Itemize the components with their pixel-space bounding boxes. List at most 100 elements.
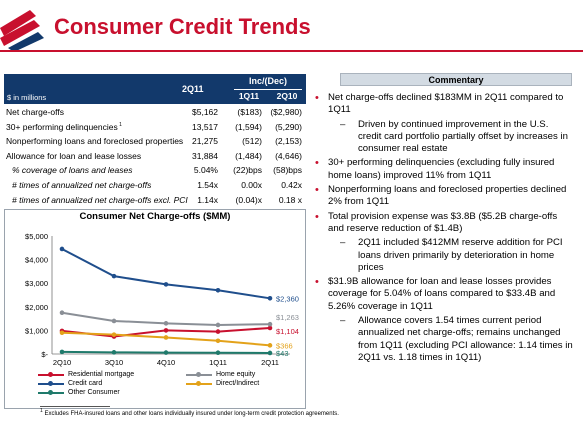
footnote-divider — [40, 406, 110, 407]
data-point — [267, 296, 273, 301]
col-header-2q10: 2Q10 — [276, 91, 298, 101]
data-point — [111, 332, 117, 337]
series-line — [61, 248, 271, 300]
col-header-2q11: 2Q11 — [182, 84, 204, 94]
value-2q11: 1.54x — [197, 180, 218, 190]
table-row: # times of annualized net charge-offs ex… — [4, 195, 306, 207]
data-point — [215, 329, 221, 334]
table-row: # times of annualized net charge-offs 1.5… — [4, 180, 306, 192]
legend-label: Direct/Indirect — [216, 380, 260, 387]
table-row: % coverage of loans and leases 5.04% (22)b… — [4, 165, 306, 177]
change-2q10: (5,290) — [275, 121, 302, 132]
y-tick-label: $1,000 — [25, 326, 48, 335]
data-point — [267, 321, 273, 327]
legend-swatch — [186, 372, 212, 377]
change-1q11: (1,484) — [235, 150, 262, 161]
end-value-label: $366 — [276, 341, 293, 350]
table-row: Nonperforming loans and foreclosed prope… — [4, 136, 306, 148]
x-tick-label: 4Q10 — [157, 358, 175, 367]
row-label: Nonperforming loans and foreclosed prope… — [6, 136, 184, 147]
row-label: % coverage of loans and leases — [12, 165, 133, 176]
data-point — [215, 338, 221, 344]
title-divider — [0, 50, 583, 52]
commentary-list: Net charge-offs declined $183MM in 2Q11 … — [312, 92, 574, 366]
end-value-label: $1,263 — [276, 313, 299, 322]
table-row: 30+ performing delinquencies 1 13,517 (1,5… — [4, 122, 306, 134]
page-title: Consumer Credit Trends — [54, 14, 311, 39]
col-group-incdec: Inc/(Dec) — [248, 76, 287, 86]
change-1q11: (1,594) — [235, 121, 262, 132]
change-2q10: (4,646) — [275, 150, 302, 161]
y-tick-label: $2,000 — [25, 303, 48, 312]
value-2q11: 1.14x — [197, 194, 218, 205]
change-2q10: (2,153) — [275, 136, 302, 147]
change-1q11: (0.04)x — [235, 194, 262, 205]
commentary-bullet: $31.9B allowance for loan and lease loss… — [312, 276, 574, 313]
end-value-label: $1,104 — [276, 327, 299, 336]
value-2q11: 13,517 — [192, 121, 218, 132]
col-header-1q11: 1Q11 — [238, 91, 260, 101]
change-1q11: (512) — [242, 136, 262, 147]
commentary-bullet: 30+ performing delinquencies (excluding … — [312, 157, 574, 182]
y-tick-label: $5,000 — [25, 232, 48, 241]
commentary-sub-bullet: 2Q11 included $412MM reserve addition fo… — [312, 237, 574, 274]
end-value-label: $43 — [276, 349, 289, 358]
legend-swatch — [38, 372, 64, 377]
change-2q10: ($2,980) — [270, 107, 302, 117]
legend-label: Home equity — [216, 371, 256, 378]
x-tick-label: 1Q11 — [209, 358, 227, 367]
footnote-ref: 1 — [117, 121, 122, 128]
footnote-text: Excludes FHA-insured loans and other loa… — [44, 411, 339, 417]
legend-swatch — [186, 381, 212, 386]
commentary-sub-bullet: Allowance covers 1.54 times current peri… — [312, 315, 574, 364]
value-2q11: 21,275 — [192, 136, 218, 147]
data-point — [111, 350, 117, 355]
footnote: 1 Excludes FHA-insured loans and other l… — [40, 408, 339, 417]
chart-title: Consumer Net Charge-offs ($MM) — [79, 211, 231, 222]
data-point — [163, 328, 169, 333]
chart-frame — [4, 209, 306, 409]
footnote-marker: 1 — [40, 408, 43, 414]
data-point — [215, 287, 221, 293]
x-tick-label: 2Q11 — [261, 358, 279, 367]
legend-label: Other Consumer — [68, 389, 120, 396]
table-header: $ in millions 2Q11 Inc/(Dec) 1Q11 2Q10 — [4, 74, 306, 104]
legend-swatch — [38, 390, 64, 395]
data-point — [59, 349, 65, 355]
data-point — [267, 350, 273, 356]
change-2q10: 0.42x — [281, 180, 302, 190]
data-point — [59, 310, 65, 316]
data-point — [163, 335, 169, 340]
table-row: Net charge-offs $5,162 ($183) ($2,980) — [4, 107, 306, 119]
x-tick-label: 3Q10 — [105, 358, 123, 367]
y-tick-label: $4,000 — [25, 256, 48, 265]
commentary-heading: Commentary — [340, 73, 572, 86]
commentary-bullet: Total provision expense was $3.8B ($5.2B… — [312, 211, 574, 236]
y-tick-label: $3,000 — [25, 279, 48, 288]
change-2q10: (58)bps — [273, 165, 302, 176]
flag-logo-icon — [0, 10, 44, 52]
data-point — [163, 282, 169, 287]
row-label: Net charge-offs — [6, 107, 64, 117]
value-2q11: 31,884 — [192, 150, 218, 161]
change-1q11: 0.00x — [241, 180, 262, 190]
data-point — [111, 318, 117, 324]
y-tick-label: $- — [41, 350, 48, 359]
commentary-sub-bullet: Driven by continued improvement in the U… — [312, 119, 574, 156]
value-2q11: 5.04% — [193, 165, 218, 176]
data-point — [163, 321, 169, 326]
legend-label: Residential mortgage — [68, 371, 135, 378]
commentary-bullet: Nonperforming loans and foreclosed prope… — [312, 184, 574, 209]
legend-label: Credit card — [68, 380, 103, 387]
row-label: 30+ performing delinquencies 1 — [6, 121, 122, 132]
data-point — [267, 343, 273, 348]
data-point — [215, 350, 221, 356]
units-label: $ in millions — [7, 93, 47, 102]
data-point — [59, 330, 65, 336]
data-point — [267, 325, 273, 331]
row-label: # times of annualized net charge-offs — [12, 180, 152, 190]
data-point — [215, 322, 221, 328]
commentary-bullet: Net charge-offs declined $183MM in 2Q11 … — [312, 92, 574, 117]
header-divider — [234, 89, 302, 90]
